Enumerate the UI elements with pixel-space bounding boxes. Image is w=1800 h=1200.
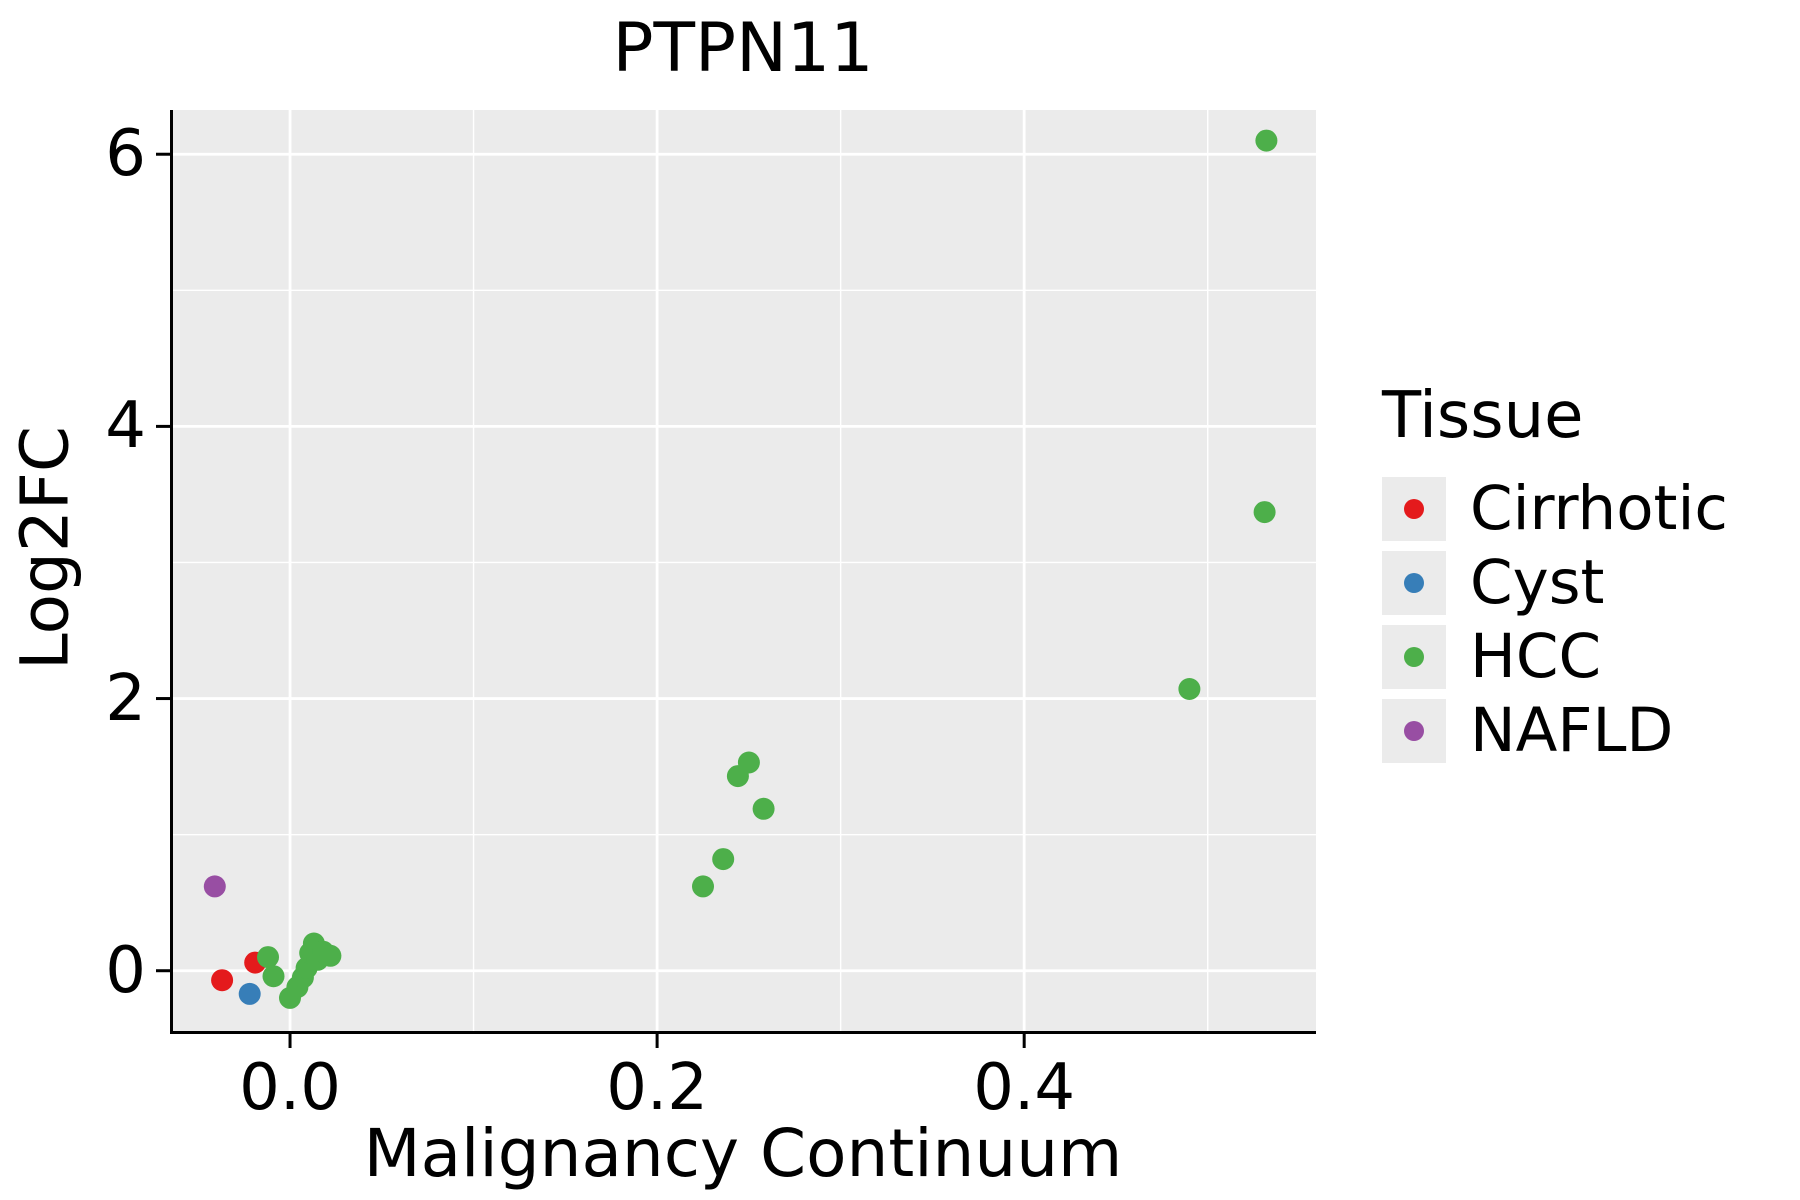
point-hcc (1253, 501, 1276, 524)
point-hcc (692, 875, 714, 898)
legend-key (1382, 624, 1446, 689)
point-hcc (1178, 678, 1201, 700)
x-tick-label: 0.2 (606, 1051, 708, 1125)
legend-dot-icon (1404, 646, 1424, 667)
legend-label: HCC (1470, 621, 1602, 693)
x-tick-label: 0.0 (239, 1051, 341, 1125)
y-tick-label: 2 (105, 661, 146, 736)
plot-panel (170, 110, 1316, 1034)
point-cyst (238, 982, 261, 1005)
legend-dot-icon (1404, 720, 1424, 741)
point-hcc (752, 797, 775, 820)
legend-key (1382, 550, 1446, 615)
legend-item-cyst: Cyst (1382, 546, 1728, 620)
legend-dot-icon (1404, 498, 1424, 519)
legend-item-hcc: HCC (1382, 620, 1728, 694)
legend-title: Tissue (1382, 379, 1584, 453)
legend-item-cirrhotic: Cirrhotic (1382, 472, 1728, 546)
point-hcc (1255, 129, 1278, 152)
y-tick-label: 4 (105, 389, 146, 464)
x-tick-label: 0.4 (973, 1051, 1076, 1125)
point-hcc (262, 965, 285, 988)
legend-label: Cyst (1470, 547, 1605, 619)
legend-item-nafld: NAFLD (1382, 694, 1728, 768)
point-hcc (737, 751, 760, 774)
legend-key (1382, 698, 1446, 763)
legend: Tissue Cirrhotic Cyst HCC NAFLD (1382, 378, 1728, 768)
y-axis-label: Log2FC (6, 426, 84, 670)
legend-label: NAFLD (1470, 695, 1674, 767)
legend-label: Cirrhotic (1470, 473, 1728, 545)
point-hcc (319, 944, 342, 967)
point-hcc (712, 848, 735, 871)
legend-dot-icon (1404, 572, 1424, 593)
chart-title: PTPN11 (612, 9, 874, 88)
point-nafld (203, 875, 226, 898)
legend-items: Cirrhotic Cyst HCC NAFLD (1382, 472, 1728, 768)
point-hcc (257, 946, 279, 969)
legend-key (1382, 476, 1446, 541)
point-cirrhotic (211, 969, 234, 992)
y-tick-label: 6 (105, 117, 146, 192)
x-axis-label: Malignancy Continuum (363, 1115, 1123, 1192)
y-tick-label: 0 (105, 933, 146, 1008)
